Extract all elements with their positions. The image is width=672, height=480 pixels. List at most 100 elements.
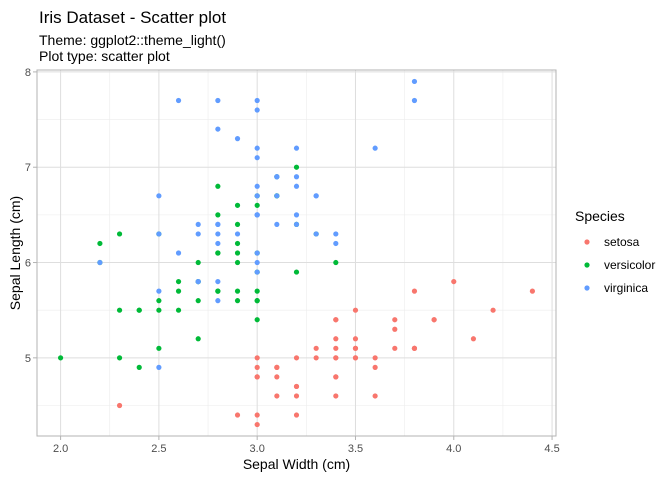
point-virginica	[234, 136, 241, 142]
point-setosa	[293, 412, 300, 418]
point-setosa	[333, 393, 339, 399]
point-virginica	[215, 298, 221, 304]
y-tick-label: 5	[25, 353, 31, 365]
point-virginica	[293, 145, 300, 151]
point-versicolor	[57, 355, 64, 361]
point-virginica	[175, 250, 182, 256]
point-versicolor	[254, 317, 260, 323]
point-virginica	[333, 240, 339, 247]
point-virginica	[175, 97, 182, 104]
point-setosa	[352, 345, 359, 351]
point-virginica	[254, 183, 260, 189]
legend-title: Species	[575, 208, 625, 224]
legend-label-virginica: virginica	[604, 281, 648, 295]
point-versicolor	[136, 307, 142, 313]
point-virginica	[333, 231, 339, 237]
data-points	[57, 78, 536, 428]
point-setosa	[470, 336, 477, 342]
point-setosa	[254, 355, 260, 361]
point-virginica	[195, 221, 201, 228]
x-tick-label: 2.0	[53, 443, 68, 455]
point-setosa	[293, 383, 300, 390]
point-versicolor	[234, 259, 241, 266]
point-virginica	[411, 97, 418, 104]
point-virginica	[97, 259, 103, 266]
x-axis-ticks: 2.0 2.5 3.0 3.5 4.0 4.5	[53, 436, 560, 455]
point-versicolor	[215, 183, 221, 189]
point-virginica	[254, 250, 260, 256]
point-setosa	[392, 326, 398, 332]
point-versicolor	[215, 288, 221, 294]
point-setosa	[293, 393, 300, 399]
point-virginica	[215, 278, 221, 285]
plot-panel-border	[36, 69, 557, 437]
point-virginica	[215, 221, 221, 228]
point-versicolor	[116, 307, 123, 313]
point-setosa	[333, 355, 339, 361]
point-virginica	[195, 231, 201, 237]
point-virginica	[274, 174, 280, 180]
point-versicolor	[175, 307, 182, 313]
point-virginica	[313, 193, 319, 199]
point-versicolor	[195, 298, 201, 304]
y-tick-label: 7	[25, 162, 31, 174]
point-setosa	[333, 374, 339, 380]
point-setosa	[392, 317, 398, 323]
chart-subtitle-theme: Theme: ggplot2::theme_light()	[39, 32, 226, 48]
point-versicolor	[254, 202, 260, 208]
point-virginica	[254, 145, 260, 151]
point-versicolor	[293, 269, 300, 275]
point-virginica	[293, 174, 300, 180]
x-tick-label: 3.0	[250, 443, 265, 455]
point-setosa	[313, 345, 319, 351]
point-versicolor	[116, 355, 123, 361]
point-versicolor	[333, 259, 339, 266]
point-setosa	[254, 374, 260, 380]
point-setosa	[490, 307, 496, 313]
point-virginica	[293, 183, 300, 189]
point-virginica	[156, 231, 162, 237]
point-virginica	[254, 269, 260, 275]
point-virginica	[254, 107, 260, 113]
point-virginica	[313, 231, 319, 237]
point-virginica	[156, 288, 162, 294]
point-setosa	[234, 412, 241, 418]
chart-title: Iris Dataset - Scatter plot	[39, 8, 227, 27]
point-virginica	[411, 78, 418, 85]
point-setosa	[352, 355, 359, 361]
point-setosa	[352, 307, 359, 313]
point-versicolor	[234, 288, 241, 294]
point-virginica	[215, 126, 221, 132]
point-setosa	[313, 355, 319, 361]
point-setosa	[451, 278, 457, 285]
legend: Species setosa versicolor virginica	[575, 208, 655, 295]
point-virginica	[274, 221, 280, 228]
point-versicolor	[254, 298, 260, 304]
point-versicolor	[234, 221, 241, 228]
point-virginica	[293, 221, 300, 228]
point-virginica	[293, 212, 300, 218]
point-setosa	[274, 364, 280, 370]
point-setosa	[372, 393, 378, 399]
legend-key-setosa	[584, 239, 590, 245]
x-tick-label: 4.5	[544, 443, 559, 455]
y-tick-label: 8	[25, 67, 31, 79]
point-setosa	[411, 288, 418, 294]
point-versicolor	[156, 345, 162, 351]
point-virginica	[156, 364, 162, 370]
point-virginica	[254, 193, 260, 199]
point-setosa	[372, 364, 378, 370]
legend-label-versicolor: versicolor	[604, 258, 655, 272]
point-versicolor	[97, 240, 103, 247]
y-tick-label: 6	[25, 258, 31, 270]
point-setosa	[352, 336, 359, 342]
point-virginica	[215, 240, 221, 247]
legend-key-virginica	[584, 285, 590, 291]
point-setosa	[254, 412, 260, 418]
point-versicolor	[116, 231, 123, 237]
point-virginica	[254, 97, 260, 104]
point-versicolor	[136, 364, 142, 370]
point-virginica	[254, 155, 260, 161]
y-axis-title: Sepal Length (cm)	[7, 196, 23, 310]
point-versicolor	[234, 250, 241, 256]
